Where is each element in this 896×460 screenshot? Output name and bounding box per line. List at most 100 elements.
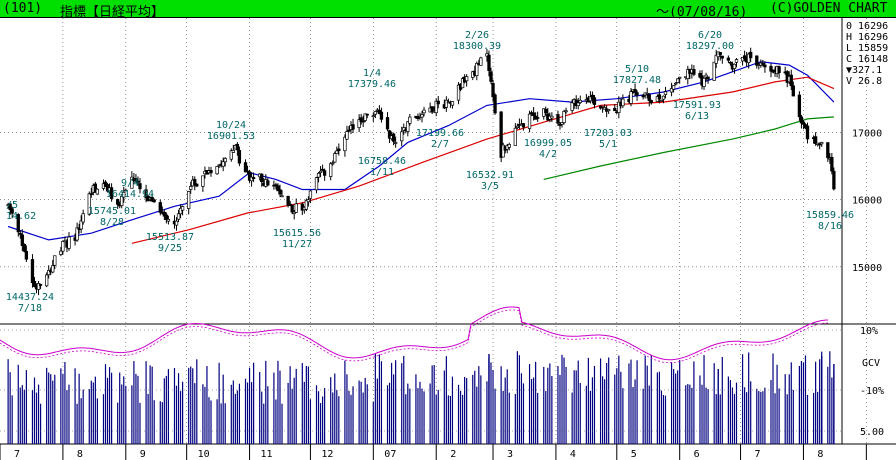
candle-body bbox=[702, 77, 706, 87]
candle-body bbox=[318, 170, 323, 173]
candle-body bbox=[322, 170, 327, 176]
candle-body bbox=[331, 162, 335, 165]
candle-body bbox=[306, 199, 311, 203]
candle-body bbox=[826, 142, 830, 159]
annotation-value: 16999.05 bbox=[524, 138, 572, 149]
candle-body bbox=[221, 161, 225, 167]
candle-body bbox=[24, 250, 29, 260]
candle-body bbox=[820, 142, 824, 145]
candle-body bbox=[416, 117, 420, 119]
info-box: 0 16296 H 16296 L 15859 C 16148 ▼327.1 V… bbox=[846, 21, 888, 87]
candle-body bbox=[276, 185, 280, 192]
candle-body bbox=[16, 214, 20, 233]
candle-body bbox=[673, 82, 678, 85]
candle-body bbox=[487, 54, 491, 71]
candle-body bbox=[51, 265, 55, 273]
candle-body bbox=[761, 63, 765, 65]
candle-body bbox=[406, 121, 410, 132]
candle-body bbox=[489, 71, 493, 82]
candle-body bbox=[521, 123, 526, 128]
chart-header: (101) 指標【日経平均】 ～(07/08/16) (C)GOLDEN CHA… bbox=[0, 0, 896, 20]
x-tick-label: 3 bbox=[507, 449, 513, 460]
candle-body bbox=[292, 211, 296, 214]
ma_mid-line bbox=[131, 76, 835, 244]
ma_short-line bbox=[7, 61, 835, 241]
x-tick-label: 8 bbox=[77, 449, 83, 460]
annotation-date: 9/25 bbox=[158, 243, 182, 254]
candle-body bbox=[513, 127, 517, 146]
candle-body bbox=[294, 203, 298, 213]
candle-body bbox=[316, 172, 321, 178]
osc-axis-label: 5.00 bbox=[860, 427, 884, 438]
candle-body bbox=[308, 190, 313, 199]
candle-body bbox=[507, 144, 511, 148]
osc-axis-label: 10% bbox=[860, 326, 878, 337]
annotation-date: 7/18 bbox=[18, 303, 42, 314]
candle-body bbox=[178, 208, 183, 215]
candle-body bbox=[393, 142, 398, 144]
candle-body bbox=[10, 208, 14, 214]
candle-body bbox=[818, 143, 822, 146]
candle-body bbox=[243, 162, 248, 173]
candle-body bbox=[20, 234, 24, 247]
candle-body bbox=[314, 177, 319, 191]
candle-body bbox=[32, 280, 37, 287]
candle-body bbox=[18, 233, 22, 235]
candle-body bbox=[570, 102, 574, 111]
annotation-value: 2/26 bbox=[465, 30, 489, 41]
candle-body bbox=[329, 163, 333, 177]
x-tick-label: 8 bbox=[817, 449, 823, 460]
candle-body bbox=[36, 283, 41, 290]
candle-body bbox=[686, 69, 690, 79]
candle-body bbox=[456, 84, 461, 101]
candle-body bbox=[95, 188, 100, 195]
candle-body bbox=[304, 200, 309, 210]
gcv-line bbox=[0, 306, 829, 361]
candle-body bbox=[371, 115, 375, 117]
candle-body bbox=[669, 88, 674, 93]
candle-body bbox=[698, 72, 702, 78]
candle-body bbox=[365, 113, 369, 116]
candle-body bbox=[527, 113, 532, 129]
candle-body bbox=[460, 78, 465, 89]
candle-body bbox=[633, 88, 637, 93]
candle-body bbox=[602, 107, 607, 110]
candle-body bbox=[718, 52, 722, 56]
candle-body bbox=[402, 127, 406, 131]
annotation-date: 16901.53 bbox=[207, 131, 255, 142]
annotation-value: 15859.46 bbox=[806, 210, 854, 221]
candle-body bbox=[158, 202, 162, 213]
candle-body bbox=[706, 76, 710, 80]
candle-body bbox=[345, 131, 349, 140]
annotation-value: 15615.56 bbox=[273, 228, 321, 239]
candle-body bbox=[201, 175, 205, 187]
annotation-value: 14437.24 bbox=[6, 292, 54, 303]
candle-body bbox=[164, 214, 169, 220]
candle-body bbox=[475, 62, 479, 77]
oscillator-panel: 10% -10% 5.00 GCV bbox=[0, 306, 884, 438]
candle-body bbox=[663, 91, 668, 95]
candle-body bbox=[87, 193, 91, 215]
annotation-date: 18300.39 bbox=[453, 41, 501, 52]
candle-body bbox=[629, 91, 633, 104]
candle-body bbox=[562, 110, 566, 123]
candle-body bbox=[237, 150, 242, 164]
stock-chart: 10% -10% 5.00 GCV /514.62 14437.247/18 15745.… bbox=[0, 18, 896, 460]
candle-body bbox=[53, 255, 57, 266]
candle-body bbox=[93, 183, 98, 193]
candle-body bbox=[209, 170, 213, 174]
candle-body bbox=[193, 179, 197, 186]
candle-body bbox=[266, 180, 270, 186]
candle-body bbox=[144, 189, 148, 199]
candle-body bbox=[501, 144, 505, 158]
annotation-value: 16758.46 bbox=[358, 156, 406, 167]
candle-body bbox=[813, 136, 818, 145]
candle-body bbox=[613, 107, 617, 112]
candle-body bbox=[726, 57, 731, 61]
candle-body bbox=[732, 63, 737, 69]
candle-body bbox=[771, 69, 775, 73]
candle-body bbox=[645, 92, 649, 95]
candle-body bbox=[801, 121, 806, 125]
annotation-value: 9/4 bbox=[121, 178, 139, 189]
candle-body bbox=[499, 111, 503, 158]
